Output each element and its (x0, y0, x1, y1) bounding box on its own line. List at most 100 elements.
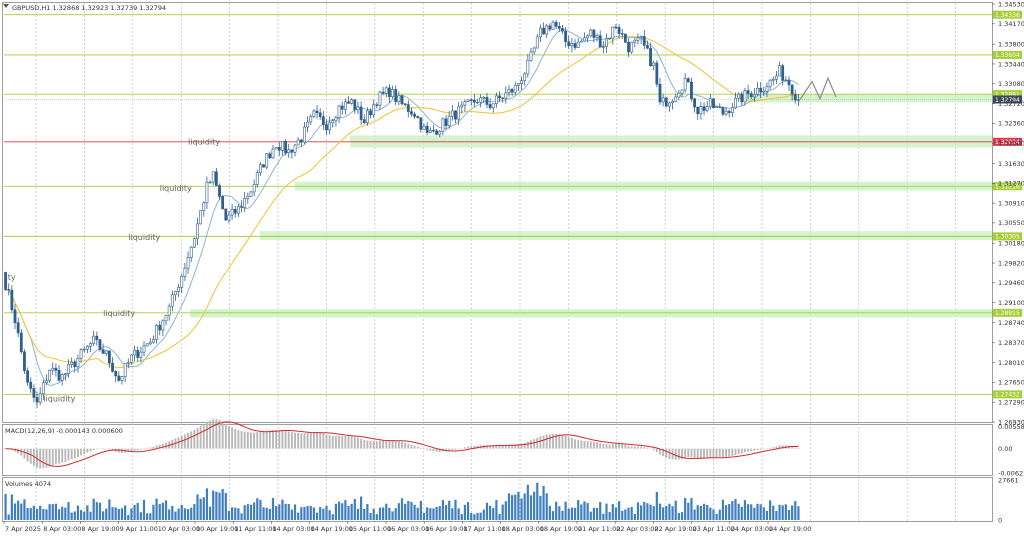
volume-bar (463, 504, 467, 520)
macd-bar (281, 430, 284, 449)
volume-bar (621, 510, 624, 520)
macd-bar (32, 448, 35, 467)
price-tick-label: 1.32720 (998, 100, 1024, 108)
candle-body (365, 110, 369, 123)
macd-bar (275, 429, 278, 449)
volume-bar (617, 501, 621, 520)
macd-bar (375, 441, 378, 449)
macd-bar (731, 448, 734, 457)
macd-bar (410, 444, 413, 449)
candle-body (293, 144, 297, 153)
macd-bar (762, 448, 765, 450)
volume-bar (51, 504, 54, 520)
volume-bar (551, 511, 555, 520)
macd-bar (637, 446, 639, 449)
candle-body (32, 388, 36, 398)
candle-body (274, 147, 278, 150)
candle-body (325, 124, 328, 131)
volume-bar (218, 492, 221, 520)
macd-indicator: 0.005589 0.00 -0.006236 (4, 419, 1024, 477)
candle-body (148, 341, 152, 345)
candle-body (381, 91, 385, 94)
candle-body (686, 78, 690, 83)
macd-bar (102, 448, 105, 450)
candle-body (19, 332, 23, 353)
price-tick-label: 1.28370 (998, 339, 1024, 347)
volume-bar (271, 498, 275, 520)
macd-bar (76, 448, 79, 457)
macd-tick-label: -0.006236 (998, 469, 1024, 477)
candle-body (164, 315, 168, 322)
candle-body (441, 118, 445, 132)
volume-bar (341, 503, 344, 520)
volume-bar (193, 504, 196, 520)
macd-bar (574, 439, 576, 449)
macd-bar (699, 448, 702, 459)
candle-body (38, 393, 42, 403)
candle-body (479, 97, 483, 103)
macd-bar (703, 448, 705, 459)
volume-bar (149, 513, 152, 520)
candle-body (152, 339, 155, 343)
volume-bar (778, 504, 781, 520)
candle-body (413, 113, 416, 117)
candle-body (145, 343, 149, 347)
macd-bar (451, 448, 454, 450)
macd-bar (649, 448, 652, 450)
candle-body (233, 209, 237, 214)
macd-bar (463, 447, 466, 449)
volume-bar (234, 507, 237, 520)
macd-bar (67, 448, 70, 461)
volume-bar (394, 508, 397, 520)
macd-bar (193, 429, 196, 449)
volume-bar (86, 505, 89, 520)
macd-bar (740, 448, 743, 454)
volume-bar (382, 507, 385, 520)
volume-bar (435, 506, 438, 520)
volume-bar (13, 503, 17, 520)
macd-bar (83, 448, 86, 455)
volume-bar (422, 512, 426, 520)
volume-bar (564, 501, 567, 520)
candle-body (633, 39, 637, 43)
volume-bar (441, 500, 445, 520)
volume-bar (573, 507, 577, 520)
volume-bar (26, 508, 29, 520)
volume-bar (136, 502, 139, 520)
macd-bar (130, 448, 133, 452)
macd-bar (520, 443, 523, 449)
macd-bar (486, 445, 488, 449)
volume-pane[interactable] (2, 477, 993, 522)
macd-bar (99, 448, 101, 450)
macd-pane[interactable] (2, 424, 993, 476)
macd-bar (205, 422, 208, 449)
price-axis: 1.34530 1.34170 1.33800 1.33440 1.33080 1.327… (992, 0, 1024, 426)
volume-bar (457, 508, 460, 520)
macd-bar (303, 433, 306, 449)
volume-bar (39, 505, 42, 520)
candle-body (130, 354, 133, 363)
macd-bar (627, 445, 630, 449)
main-pane[interactable] (2, 2, 993, 423)
volume-bar (142, 499, 146, 520)
volume-bar (756, 503, 759, 520)
macd-bar (677, 448, 680, 460)
macd-bar (599, 443, 602, 449)
volume-bar (309, 506, 312, 520)
macd-bar (655, 448, 658, 453)
volume-bar (70, 512, 73, 520)
candle-body (488, 104, 492, 109)
candle-body (636, 37, 640, 41)
volume-bar (287, 503, 290, 520)
candle-body (743, 90, 747, 103)
candle-body (460, 104, 464, 108)
macd-bar (759, 448, 762, 450)
one-click-trade-icon[interactable] (3, 4, 9, 8)
macd-bar (73, 448, 76, 459)
volume-bar (350, 503, 353, 520)
volume-bar (17, 500, 20, 520)
candle-body (771, 78, 775, 81)
candle-body (712, 98, 715, 108)
volume-bar (108, 499, 111, 520)
